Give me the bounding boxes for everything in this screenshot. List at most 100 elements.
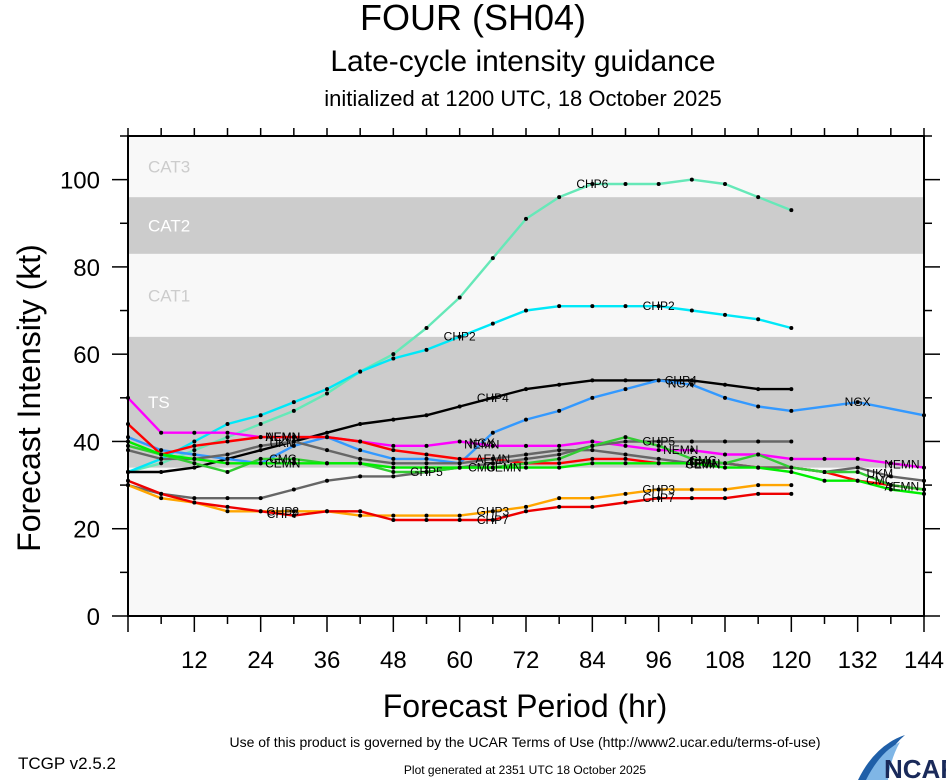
- data-point-chp4: [789, 387, 794, 392]
- data-point-chp2: [789, 326, 794, 330]
- data-point-aemn: [457, 456, 462, 461]
- data-point-chp2: [291, 400, 296, 405]
- data-point-nemn: [159, 430, 164, 435]
- data-point-ukm: [623, 452, 628, 457]
- band-label-cat1: CAT1: [148, 286, 190, 305]
- x-tick-label: 84: [579, 647, 606, 674]
- data-point-chp4: [623, 378, 628, 383]
- data-point-cemn: [888, 487, 893, 492]
- series-label-cmc: CMC: [689, 453, 717, 467]
- data-point-ghp5: [325, 478, 329, 483]
- data-point-ukm: [656, 456, 661, 461]
- data-point-chp6: [723, 182, 727, 186]
- data-point-cmc: [656, 443, 661, 448]
- y-tick-label: 20: [73, 517, 100, 544]
- data-point-ghp5: [689, 439, 694, 444]
- data-point-ghp5: [557, 452, 562, 457]
- data-point-nemn: [689, 448, 694, 453]
- series-label-ngx: NGX: [845, 395, 871, 409]
- data-point-cemn: [424, 465, 429, 470]
- x-tick-label: 36: [314, 647, 341, 674]
- band-label-cat3: CAT3: [148, 158, 190, 177]
- series-label-ukm: UKM: [690, 456, 717, 470]
- data-point-nemn: [192, 430, 197, 435]
- data-point-chp2: [756, 317, 761, 322]
- series-label-aemn: AEMN: [885, 480, 920, 494]
- data-point-ghp5: [258, 496, 263, 501]
- y-tick-label: 100: [60, 168, 100, 195]
- data-point-chp7: [258, 509, 263, 514]
- data-point-chp4: [490, 395, 495, 400]
- data-point-chp4: [524, 387, 528, 392]
- data-point-cmc: [524, 461, 528, 466]
- data-point-aemn: [424, 452, 429, 457]
- band-cat2: [128, 197, 924, 254]
- data-point-cemn: [325, 461, 329, 466]
- data-point-nemn: [822, 456, 827, 461]
- data-point-nemn: [225, 430, 230, 435]
- data-point-aemn: [358, 439, 363, 444]
- data-point-cemn: [258, 461, 263, 466]
- data-point-ukm: [490, 456, 495, 461]
- series-label-nemn: NEMN: [884, 458, 919, 472]
- data-point-chp2: [258, 413, 263, 418]
- data-point-ghp3: [789, 483, 794, 488]
- series-label-aemn: AEMN: [265, 430, 300, 444]
- series-label-chp4: CHP4: [665, 373, 697, 387]
- data-point-chp4: [192, 465, 197, 470]
- data-point-chp6: [325, 391, 329, 396]
- data-point-ghp3: [689, 487, 694, 492]
- data-point-ukm: [358, 456, 363, 461]
- x-tick-label: 144: [904, 647, 944, 674]
- data-point-chp7: [159, 491, 164, 496]
- series-label-ngx: NGX: [469, 436, 495, 450]
- series-label-ghp3: GHP3: [642, 482, 675, 496]
- data-point-cmc: [822, 470, 827, 474]
- data-point-chp4: [159, 470, 164, 474]
- data-point-chp6: [590, 182, 595, 186]
- data-point-ukm: [325, 448, 329, 453]
- data-point-ghp3: [656, 487, 661, 492]
- data-point-chp7: [225, 504, 230, 509]
- data-point-chp6: [689, 177, 694, 182]
- data-point-chp7: [689, 496, 694, 501]
- data-point-cmc: [557, 456, 562, 461]
- data-point-aemn: [391, 448, 396, 453]
- band-label-ts: TS: [148, 393, 170, 412]
- data-point-cmc: [590, 443, 595, 448]
- version-label: TCGP v2.5.2: [18, 754, 116, 773]
- data-point-ukm: [225, 452, 230, 457]
- data-point-ngx: [358, 448, 363, 453]
- series-label-nemn: NEMN: [265, 430, 300, 444]
- x-tick-label: 108: [705, 647, 745, 674]
- data-point-chp7: [424, 518, 429, 522]
- data-point-nemn: [424, 443, 429, 448]
- data-point-cmc: [258, 456, 263, 461]
- data-point-chp4: [325, 430, 329, 435]
- series-label-chp2: CHP2: [444, 330, 476, 344]
- data-point-ngx: [225, 456, 230, 461]
- data-point-cemn: [689, 461, 694, 466]
- data-point-ngx: [192, 452, 197, 457]
- data-point-chp2: [590, 304, 595, 309]
- data-point-aemn: [258, 435, 263, 440]
- series-label-ukm: UKM: [866, 466, 893, 480]
- data-point-ukm: [888, 474, 893, 479]
- data-point-chp6: [424, 326, 429, 330]
- series-label-ghp5: GHP5: [642, 434, 675, 448]
- data-point-chp7: [756, 491, 761, 496]
- data-point-cemn: [789, 470, 794, 474]
- series-labels: CHP6CHP2CHP2CHP4CHP4NGXNGXNGXNEMNNEMNNEM…: [265, 177, 919, 527]
- series-label-chp7: CHP7: [477, 513, 509, 527]
- data-point-cmc: [855, 470, 860, 474]
- data-point-ghp5: [756, 439, 761, 444]
- data-point-nemn: [656, 448, 661, 453]
- data-point-nemn: [457, 439, 462, 444]
- data-point-chp6: [391, 352, 396, 357]
- y-tick-label: 0: [87, 604, 100, 631]
- intensity-bands: TS CAT1 CAT2 CAT3: [128, 136, 924, 616]
- x-axis-title: Forecast Period (hr): [383, 688, 668, 724]
- data-point-chp4: [358, 422, 363, 426]
- data-point-chp7: [192, 500, 197, 505]
- data-point-chp6: [756, 195, 761, 200]
